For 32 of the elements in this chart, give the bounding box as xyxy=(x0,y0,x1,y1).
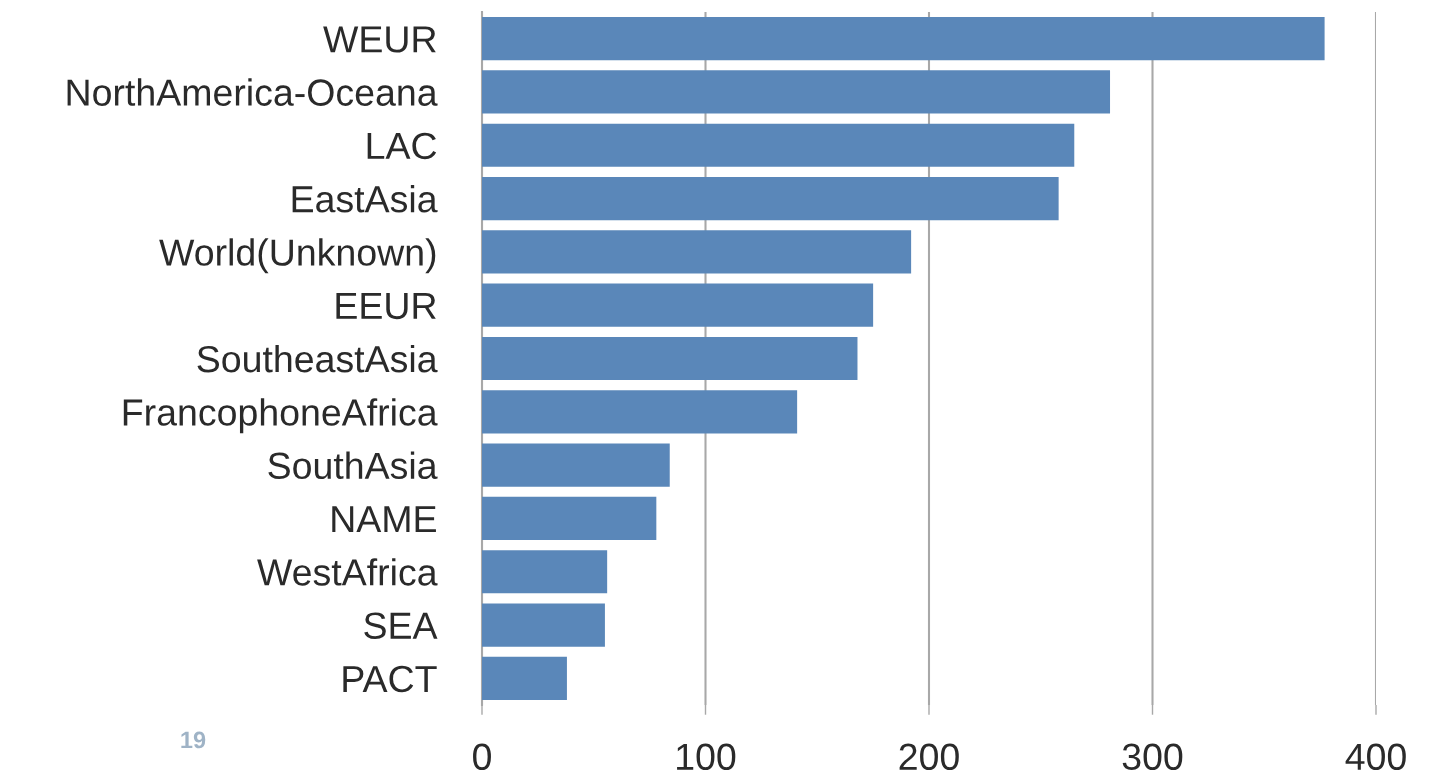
x-tick-label: 300 xyxy=(1122,743,1183,771)
x-tick-label: 200 xyxy=(899,743,959,771)
x-tick-label: 0 xyxy=(473,743,491,771)
bar xyxy=(482,176,1059,221)
y-tick-label: WestAfrica xyxy=(257,558,438,586)
y-tick-label: WEUR xyxy=(323,26,436,53)
y-tick-label: SoutheastAsia xyxy=(197,344,438,373)
x-tick-label: 400 xyxy=(1345,743,1406,771)
bar xyxy=(482,603,605,647)
bar xyxy=(482,656,567,700)
y-tick-label: LAC xyxy=(367,132,437,160)
y-tick-label: EEUR xyxy=(336,292,436,320)
bar xyxy=(482,70,1111,114)
y-tick-label: EastAsia xyxy=(292,184,438,213)
bar xyxy=(482,230,912,274)
bar xyxy=(482,443,670,487)
y-tick-label: NAME xyxy=(332,506,436,533)
y-tick-label: SouthAsia xyxy=(268,451,438,480)
bar xyxy=(482,336,858,381)
y-tick-label: World(Unknown) xyxy=(159,238,436,274)
bar xyxy=(482,283,874,327)
y-tick-label: PACT xyxy=(343,665,437,693)
y-tick-label: SEA xyxy=(364,612,438,639)
text: 19 xyxy=(181,731,206,749)
bar xyxy=(482,123,1075,167)
y-tick-label: FrancophoneAfrica xyxy=(123,398,438,434)
bar xyxy=(482,17,1325,61)
bar xyxy=(482,496,657,541)
x-tick-label: 100 xyxy=(677,743,736,771)
bar xyxy=(482,390,798,434)
bar xyxy=(482,550,608,594)
y-tick-label: NorthAmerica-Oceana xyxy=(67,78,438,106)
